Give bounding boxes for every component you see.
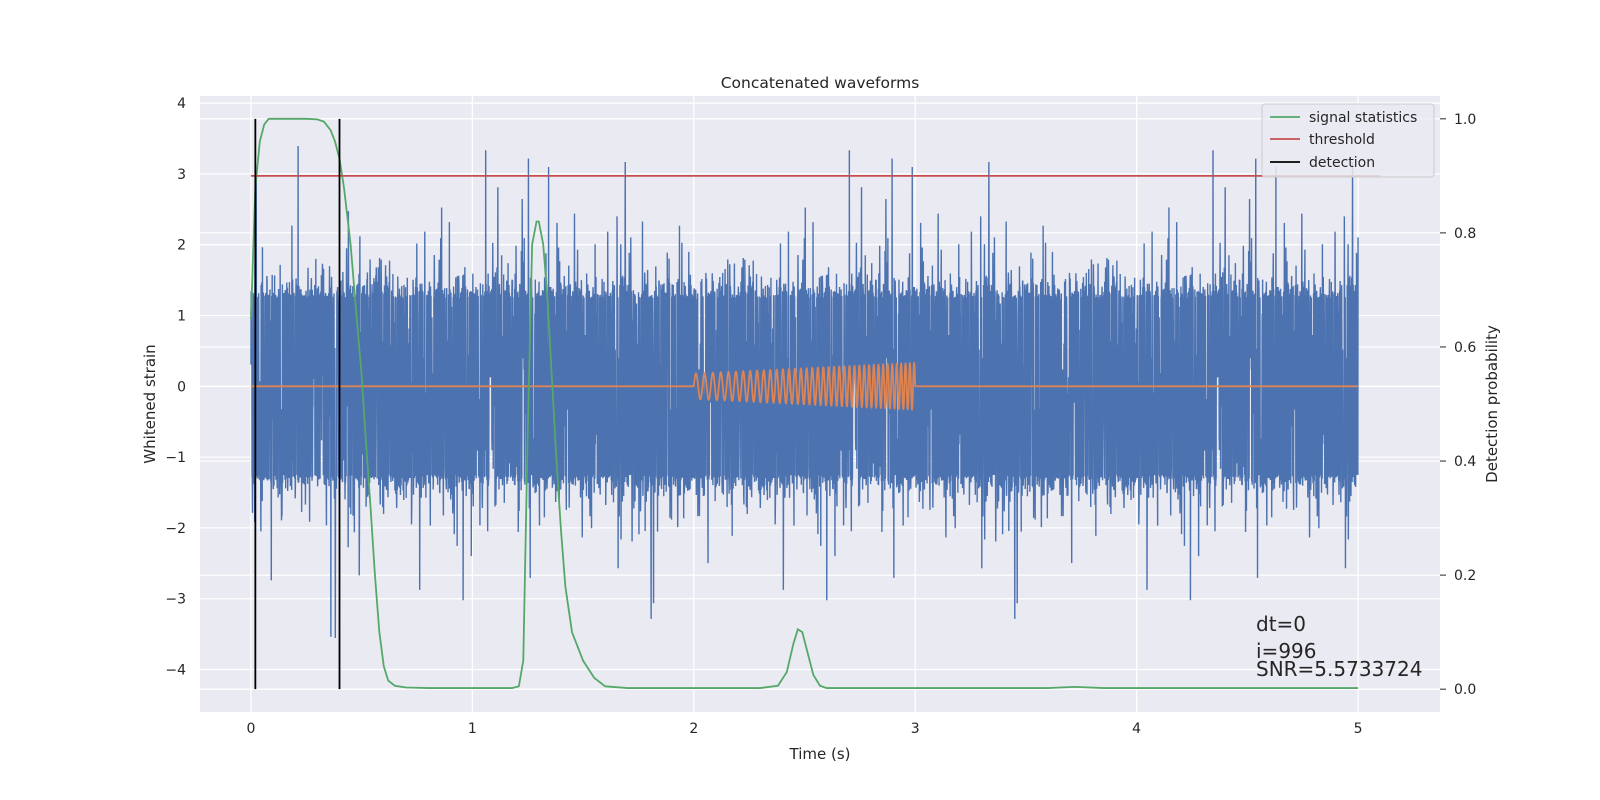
- y-tick-label: 0: [177, 379, 186, 395]
- legend-label-signal-statistics: signal statistics: [1309, 110, 1417, 126]
- ticks: 0 1 2 3 4 5 −4 −3 −2 −1 0 1 2 3 4 0.0 0.2 0.4 0.6 0.8 1.0: [165, 96, 1476, 737]
- y-tick-label: −3: [165, 592, 186, 608]
- x-tick-label: 4: [1132, 721, 1141, 737]
- y-tick-label-right: 0.0: [1454, 682, 1476, 698]
- annotation-dt: dt=0: [1256, 612, 1306, 636]
- x-tick-label: 1: [468, 721, 477, 737]
- y-tick-label-right: 0.2: [1454, 568, 1476, 584]
- x-tick-label: 5: [1354, 721, 1363, 737]
- legend-label-threshold: threshold: [1309, 132, 1375, 148]
- y-tick-label: −2: [165, 521, 186, 537]
- series-line-signal-statistics: [250, 117, 1359, 689]
- series-line-injected-waveform: [250, 361, 1359, 411]
- y-axis-label: Whitened strain: [141, 344, 159, 463]
- y-tick-label: 4: [177, 96, 186, 112]
- x-tick-label: 3: [911, 721, 920, 737]
- y-tick-label: 3: [177, 167, 186, 183]
- y-tick-label: 2: [177, 238, 186, 254]
- y-tick-label-right: 0.4: [1454, 454, 1476, 470]
- y-tick-label-right: 0.8: [1454, 226, 1476, 242]
- chart-title: Concatenated waveforms: [721, 74, 920, 92]
- y-tick-label: −1: [165, 450, 186, 466]
- legend-label-detection: detection: [1309, 155, 1375, 171]
- x-tick-label: 2: [689, 721, 698, 737]
- legend: signal statistics threshold detection: [1261, 103, 1435, 178]
- annotation-index: i=996: [1256, 639, 1317, 663]
- series-line-noise: [250, 146, 1359, 639]
- annotation-snr: SNR=5.5733724: [1256, 657, 1422, 681]
- y-tick-label-right: 1.0: [1454, 112, 1476, 128]
- y-tick-label: 1: [177, 308, 186, 324]
- y-axis-label-right: Detection probability: [1483, 325, 1501, 483]
- y-tick-label-right: 0.6: [1454, 340, 1476, 356]
- y-tick-label: −4: [165, 663, 186, 679]
- legend-box: [1261, 103, 1435, 178]
- x-axis-label: Time (s): [789, 745, 851, 763]
- series-layer: [250, 117, 1381, 690]
- x-tick-label: 0: [246, 721, 255, 737]
